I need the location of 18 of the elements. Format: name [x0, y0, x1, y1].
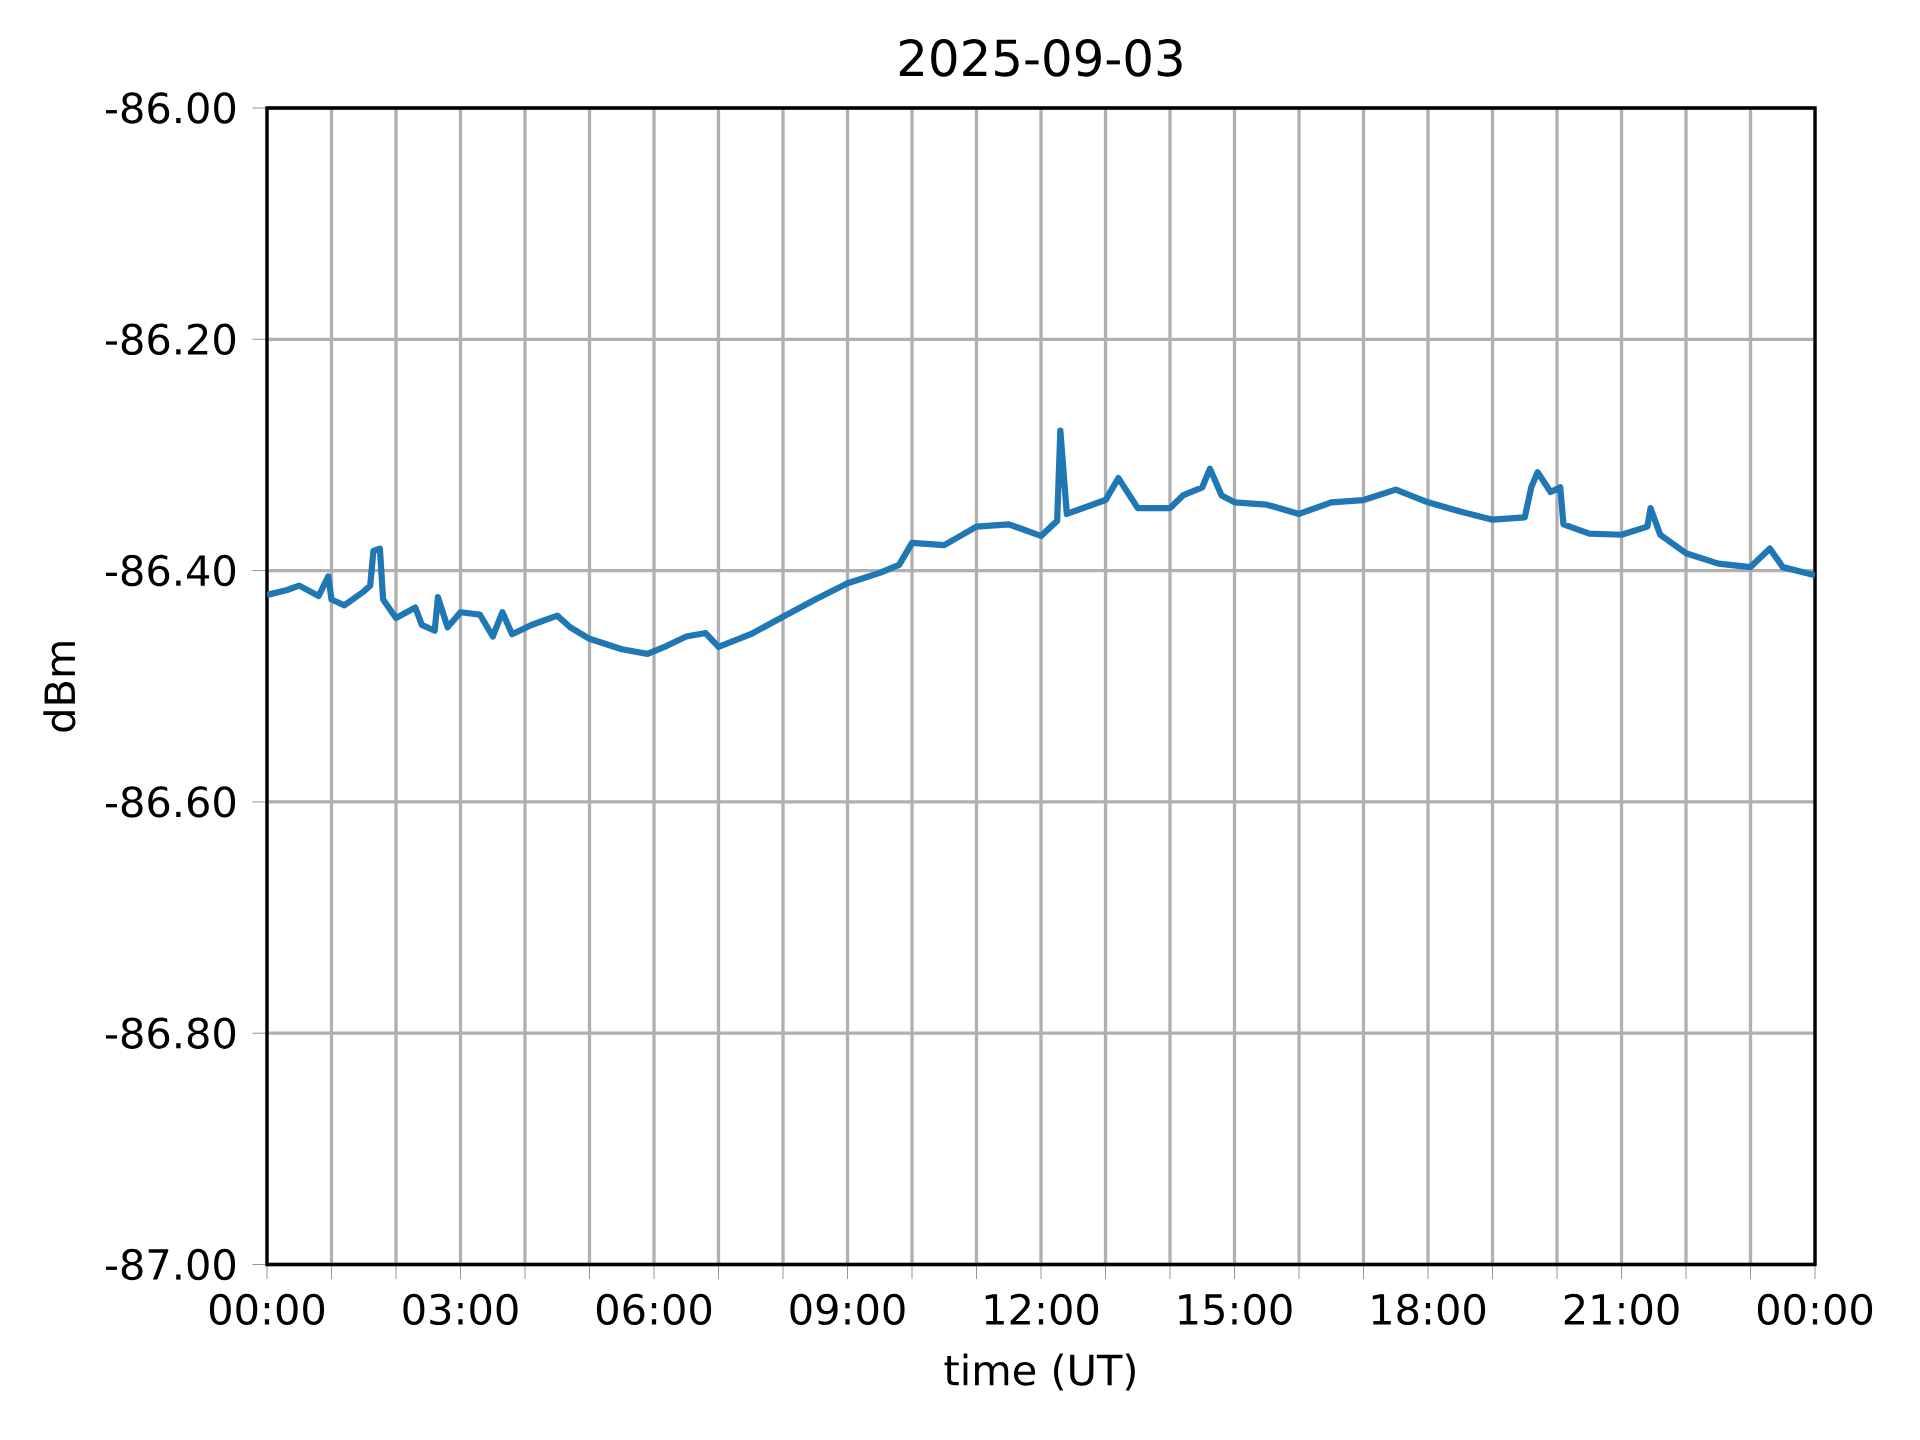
y-tick-label: -87.00	[106, 1248, 236, 1281]
y-tick-label: -86.80	[106, 1017, 236, 1049]
chart-title: 2025-09-03	[899, 39, 1182, 77]
y-tick-label: -86.00	[106, 92, 236, 124]
y-axis-title: dBm	[43, 642, 76, 732]
x-tick-label: 09:00	[790, 1293, 905, 1326]
x-axis-title: time (UT)	[944, 1353, 1135, 1391]
y-tick-label: -86.20	[106, 323, 236, 355]
x-tick-label: 18:00	[1372, 1293, 1486, 1326]
x-tick-label: 06:00	[596, 1293, 712, 1326]
y-tick-label: -86.60	[106, 786, 236, 818]
x-tick-label: 00:00	[1757, 1293, 1873, 1326]
y-tick-label: -86.40	[106, 554, 236, 587]
x-tick-label: 03:00	[403, 1293, 518, 1326]
x-tick-label: 15:00	[1179, 1293, 1292, 1326]
x-tick-label: 00:00	[209, 1293, 325, 1326]
x-tick-label: 12:00	[985, 1293, 1099, 1326]
x-tick-label: 21:00	[1564, 1293, 1679, 1326]
